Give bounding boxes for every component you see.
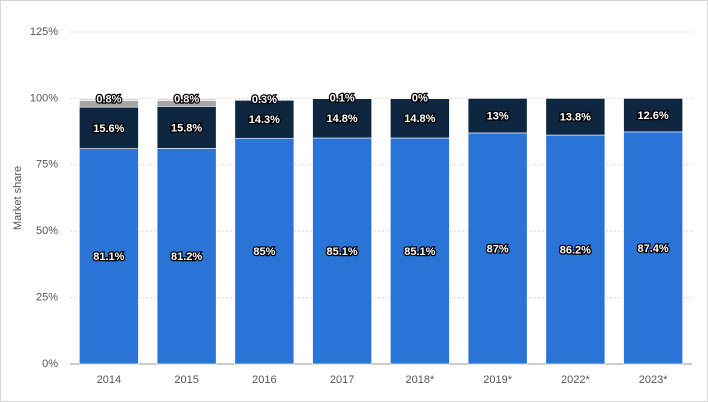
x-tick-label: 2023* [639, 374, 668, 386]
value-label: 85.1% [404, 246, 435, 258]
bar-segment [390, 137, 450, 365]
y-tick-label: 0% [42, 358, 58, 370]
bar-segment [234, 137, 295, 365]
value-label: 12.6% [638, 110, 669, 122]
bar-segment [79, 148, 139, 365]
bar-segment [467, 132, 528, 365]
bar-segment [545, 98, 606, 136]
x-tick-label: 2015 [174, 374, 198, 386]
bar-segment [623, 98, 683, 133]
x-tick-label: 2016 [252, 374, 276, 386]
x-tick-label: 2022* [561, 374, 590, 386]
y-tick-label: 75% [36, 159, 58, 171]
value-label: 0.8% [174, 93, 199, 105]
bar-segment [390, 98, 450, 139]
x-tick-label: 2019* [483, 374, 512, 386]
bar-segment [545, 134, 606, 365]
bar-segment [312, 98, 372, 139]
bar-segment [234, 99, 295, 139]
x-tick-label: 2017 [330, 374, 354, 386]
y-tick-label: 100% [30, 92, 58, 104]
value-label: 0.8% [96, 93, 121, 105]
value-label: 81.2% [171, 251, 202, 263]
bar-segment [312, 137, 372, 365]
value-label: 13.8% [560, 112, 591, 124]
value-label: 0% [412, 93, 428, 105]
x-tick-label: 2018* [405, 374, 434, 386]
bar-segment [79, 98, 139, 101]
value-label: 14.3% [249, 114, 280, 126]
value-label: 87.4% [638, 243, 669, 255]
bar-segment [156, 148, 217, 365]
bar-segment [156, 98, 217, 101]
y-tick-label: 125% [30, 26, 58, 38]
y-tick-label: 25% [36, 292, 58, 304]
bar-segment [623, 131, 683, 365]
value-label: 14.8% [404, 113, 435, 125]
y-tick-label: 50% [36, 225, 58, 237]
bar-segment [234, 99, 295, 101]
value-label: 85% [253, 246, 275, 258]
value-label: 81.1% [93, 251, 124, 263]
value-label: 13% [487, 111, 509, 123]
value-label: 0.1% [330, 92, 355, 104]
value-label: 14.8% [327, 113, 358, 125]
value-label: 87% [487, 243, 509, 255]
x-tick-label: 2014 [97, 374, 121, 386]
value-label: 86.2% [560, 244, 591, 256]
value-label: 85.1% [327, 246, 358, 258]
value-label: 15.6% [93, 123, 124, 135]
bar-segment [467, 98, 528, 134]
value-label: 0.3% [252, 94, 277, 106]
y-axis-label: Market share [12, 166, 24, 230]
value-label: 15.8% [171, 122, 202, 134]
bar-segment [156, 106, 217, 149]
